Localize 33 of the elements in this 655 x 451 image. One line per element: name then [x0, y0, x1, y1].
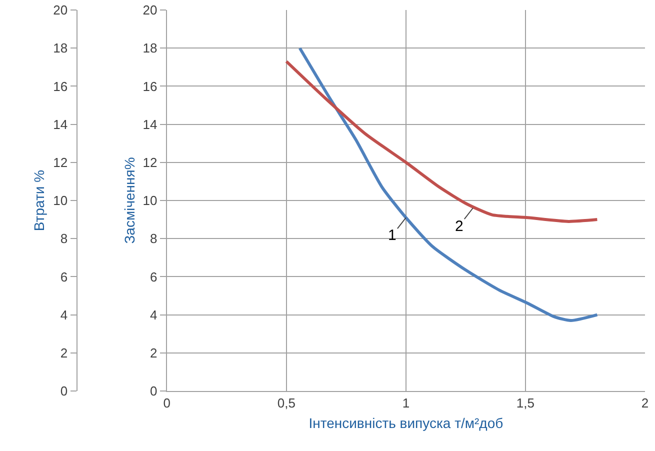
y-tick-label: 16: [53, 78, 68, 94]
x-tick-label: 2: [641, 396, 649, 411]
y-tick-label: 6: [60, 269, 68, 284]
annotation: 1: [388, 227, 396, 244]
y-tick-label: 2: [60, 345, 68, 360]
y2-tick-label: 12: [142, 154, 158, 170]
y2-axis-title: Засмічення%: [121, 157, 138, 244]
y-tick-label: 0: [60, 384, 68, 399]
y2-tick-label: 0: [150, 384, 158, 399]
y-tick-label: 18: [53, 40, 68, 56]
y2-tick-label: 2: [150, 345, 158, 360]
x-axis-title: Інтенсивність випуска т/м²доб: [308, 414, 504, 431]
y2-tick-label: 20: [142, 2, 158, 18]
y-tick-label: 20: [53, 2, 68, 18]
line-series: [298, 46, 599, 322]
x-tick-label: 1,5: [516, 396, 535, 411]
y-tick-label: 14: [53, 116, 68, 132]
y2-tick-label: 6: [150, 269, 158, 284]
y-axis-title: Втрати %: [30, 170, 47, 232]
x-tick-label: 0,5: [277, 396, 296, 411]
x-tick-label: 0: [163, 396, 170, 411]
y2-tick-label: 18: [142, 40, 158, 56]
y-tick-label: 8: [60, 231, 68, 246]
y2-tick-label: 16: [142, 78, 158, 94]
y-tick-label: 12: [53, 154, 68, 170]
annotation: 2: [455, 218, 464, 235]
y2-tick-label: 8: [150, 231, 158, 246]
x-tick-label: 1: [402, 396, 410, 411]
y-tick-label: 10: [53, 193, 68, 208]
y2-tick-label: 4: [150, 307, 158, 322]
y-tick-label: 4: [60, 307, 68, 322]
y2-tick-label: 14: [142, 116, 158, 132]
y2-tick-label: 10: [142, 193, 158, 208]
